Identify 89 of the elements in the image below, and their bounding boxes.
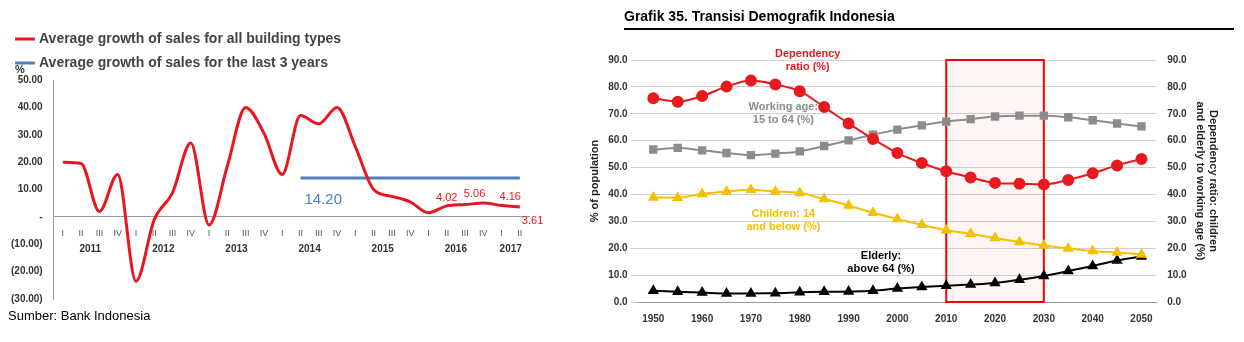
x-tick-label: I <box>61 227 65 238</box>
x-tick-label: 2030 <box>1032 312 1056 324</box>
x-tick-label: IV <box>186 227 196 238</box>
x-tick-label: II <box>444 227 450 238</box>
y-tick-label: (20.00) <box>11 265 43 277</box>
annotation: 2014 <box>298 242 322 254</box>
y2-tick-label: 90.0 <box>1167 53 1188 65</box>
y-tick-label: 10.00 <box>17 183 44 195</box>
x-tick-label: III <box>461 227 469 238</box>
y-tick-label: 40.0 <box>608 188 629 200</box>
y2-axis-title: Dependency ratio: children and elderly to working age (%) <box>1195 101 1221 261</box>
x-tick-label: IV <box>113 227 122 238</box>
x-tick-label: I <box>134 227 138 238</box>
x-tick-label: I <box>500 227 503 238</box>
y2-tick-label: 10.0 <box>1167 268 1188 280</box>
y2-tick-label: 20.0 <box>1167 241 1188 253</box>
y-tick-label: (10.00) <box>11 238 43 249</box>
y-tick-label: 50.00 <box>17 73 44 85</box>
legend-label: Average growth of sales for the last 3 years <box>39 53 329 70</box>
y-tick-label: 30.0 <box>608 215 629 227</box>
x-tick-label: 2000 <box>886 312 909 324</box>
x-tick-label: I <box>207 227 211 238</box>
x-tick-label: 1990 <box>837 312 861 324</box>
y2-tick-label: 0.0 <box>1167 295 1182 307</box>
x-tick-label: 1950 <box>642 312 665 324</box>
x-tick-label: III <box>315 227 323 238</box>
x-tick-label: III <box>95 227 104 238</box>
y-tick-label: 20.00 <box>17 155 44 167</box>
y-tick-label: 70.0 <box>608 107 629 119</box>
data-label: 4.16 <box>499 189 521 202</box>
y-axis-title: % of population <box>587 139 600 223</box>
x-tick-label: III <box>388 227 396 238</box>
x-tick-label: 1980 <box>788 312 812 324</box>
series-label: Elderly: above 64 (%) <box>847 248 915 274</box>
x-tick-label: I <box>280 227 284 238</box>
y-tick-label: 80.0 <box>608 80 629 92</box>
series-label: Children: 14 and below (%) <box>746 207 821 233</box>
y-tick-label: 50.0 <box>608 161 629 173</box>
annotation: 2017 <box>499 242 523 254</box>
y-tick-label: 10.0 <box>608 268 629 280</box>
annotation: 2011 <box>79 242 102 254</box>
y-tick-label: (30.00) <box>11 292 43 304</box>
x-tick-label: IV <box>332 227 342 238</box>
x-tick-label: 1970 <box>739 312 763 324</box>
text: Sumber: Bank Indonesia <box>8 308 152 323</box>
y-tick-label: 40.00 <box>17 101 44 113</box>
x-tick-label: 2010 <box>935 312 958 324</box>
y-tick-label: 90.0 <box>608 53 629 65</box>
data-label: 4.02 <box>436 190 458 203</box>
y-tick-label: 20.0 <box>608 241 629 253</box>
y-tick-label: 60.0 <box>608 134 629 146</box>
x-tick-label: I <box>427 227 430 238</box>
annotation: 2013 <box>225 242 249 254</box>
chart-title: Grafik 35. Transisi Demografik Indonesia <box>624 8 1234 30</box>
series-label: Working age: 15 to 64 (%) <box>748 99 819 125</box>
y2-tick-label: 80.0 <box>1167 80 1188 92</box>
data-label: 5.06 <box>463 187 486 200</box>
x-tick-label: III <box>241 227 250 238</box>
y2-tick-label: 50.0 <box>1167 161 1188 173</box>
y-axis-title: % <box>15 63 26 76</box>
data-label: 14.20 <box>304 190 343 208</box>
x-tick-label: II <box>224 227 230 238</box>
series-label: Dependency ratio (%) <box>775 47 842 73</box>
x-tick-label: I <box>354 227 357 238</box>
y2-tick-label: 70.0 <box>1167 107 1188 119</box>
x-tick-label: IV <box>259 227 269 238</box>
y-tick-label: 0.0 <box>613 295 629 307</box>
annotation: 2012 <box>152 242 175 254</box>
x-tick-label: III <box>168 227 177 238</box>
y2-tick-label: 60.0 <box>1167 134 1188 146</box>
x-tick-label: II <box>517 227 523 238</box>
legend-label: Average growth of sales for all building types <box>39 29 342 46</box>
annotation: 2016 <box>444 242 468 254</box>
x-tick-label: IV <box>479 227 488 238</box>
y2-tick-label: 30.0 <box>1167 215 1188 227</box>
annotation: 2015 <box>371 242 395 254</box>
x-tick-label: II <box>78 227 84 238</box>
x-tick-label: 1960 <box>691 312 714 324</box>
y-tick-label: 30.00 <box>17 128 44 140</box>
x-tick-label: IV <box>405 227 415 238</box>
x-tick-label: 2050 <box>1130 312 1154 324</box>
x-tick-label: II <box>297 227 303 238</box>
x-tick-label: 2040 <box>1081 312 1105 324</box>
y2-tick-label: 40.0 <box>1167 188 1188 200</box>
y-tick-label: - <box>39 210 43 222</box>
x-tick-label: II <box>151 227 157 238</box>
data-label: 3.61 <box>521 214 544 227</box>
x-tick-label: 2020 <box>983 312 1007 324</box>
x-tick-label: II <box>371 227 377 238</box>
